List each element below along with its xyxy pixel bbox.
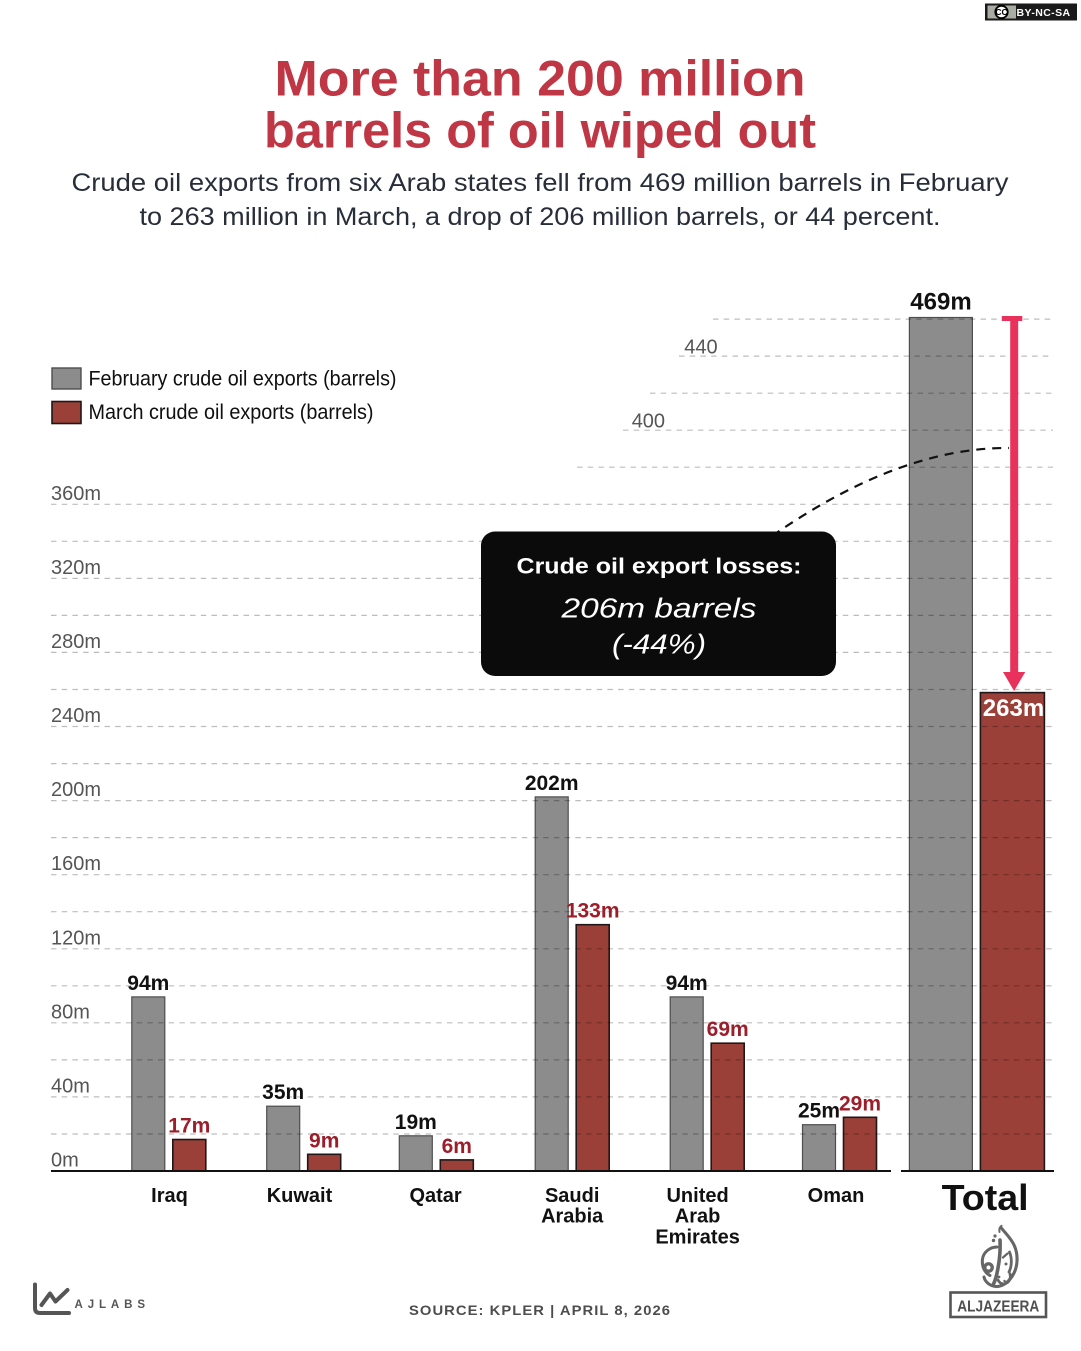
svg-text:Arabia: Arabia [541,1206,604,1228]
svg-text:69m: 69m [707,1018,749,1041]
svg-text:29m: 29m [839,1092,881,1115]
svg-text:360m: 360m [51,483,101,505]
svg-text:BY-NC-SA: BY-NC-SA [1017,7,1071,19]
svg-text:ALJAZEERA: ALJAZEERA [957,1299,1039,1316]
svg-text:440: 440 [684,337,717,359]
svg-text:Iraq: Iraq [151,1185,188,1207]
svg-text:0m: 0m [51,1150,79,1172]
svg-text:(-44%): (-44%) [612,629,706,660]
svg-text:6m: 6m [442,1135,472,1158]
svg-text:Crude oil export losses:: Crude oil export losses: [517,554,802,579]
svg-text:February crude oil exports (ba: February crude oil exports (barrels) [89,368,397,391]
svg-text:Qatar: Qatar [409,1185,461,1207]
svg-text:280m: 280m [51,631,101,653]
svg-text:40m: 40m [51,1075,90,1097]
svg-text:25m: 25m [798,1100,840,1123]
svg-text:133m: 133m [566,900,620,923]
svg-text:206m barrels: 206m barrels [560,593,756,624]
svg-text:320m: 320m [51,557,101,579]
svg-text:March crude oil exports (barre: March crude oil exports (barrels) [89,401,374,424]
svg-text:200m: 200m [51,779,101,801]
svg-text:240m: 240m [51,705,101,727]
svg-text:94m: 94m [127,972,169,995]
svg-text:9m: 9m [309,1129,339,1152]
svg-text:AJLABS: AJLABS [75,1299,150,1311]
svg-text:More than 200 million: More than 200 million [275,51,806,107]
svg-text:469m: 469m [910,289,971,316]
svg-text:Total: Total [942,1177,1029,1218]
svg-text:Crude oil exports from six Ara: Crude oil exports from six Arab states f… [72,169,1010,197]
svg-text:Arab: Arab [675,1206,721,1228]
svg-text:400: 400 [632,411,665,433]
svg-text:barrels of oil wiped out: barrels of oil wiped out [264,103,816,159]
svg-text:Emirates: Emirates [655,1226,740,1248]
svg-text:Kuwait: Kuwait [267,1185,333,1207]
svg-text:to 263 million in March, a dro: to 263 million in March, a drop of 206 m… [140,203,941,231]
svg-text:202m: 202m [525,772,579,795]
svg-text:Oman: Oman [808,1185,865,1207]
svg-text:Saudi: Saudi [545,1185,599,1207]
svg-text:19m: 19m [395,1111,437,1134]
svg-text:United: United [666,1185,728,1207]
svg-text:120m: 120m [51,927,101,949]
svg-text:80m: 80m [51,1001,90,1023]
svg-text:94m: 94m [666,972,708,995]
svg-text:SOURCE: KPLER | APRIL 8,: SOURCE: KPLER | APRIL 8, 2026 [409,1302,671,1318]
svg-text:CC: CC [995,7,1007,17]
svg-text:35m: 35m [262,1081,304,1104]
svg-text:263m: 263m [983,695,1044,722]
svg-text:160m: 160m [51,853,101,875]
svg-text:17m: 17m [168,1115,210,1138]
